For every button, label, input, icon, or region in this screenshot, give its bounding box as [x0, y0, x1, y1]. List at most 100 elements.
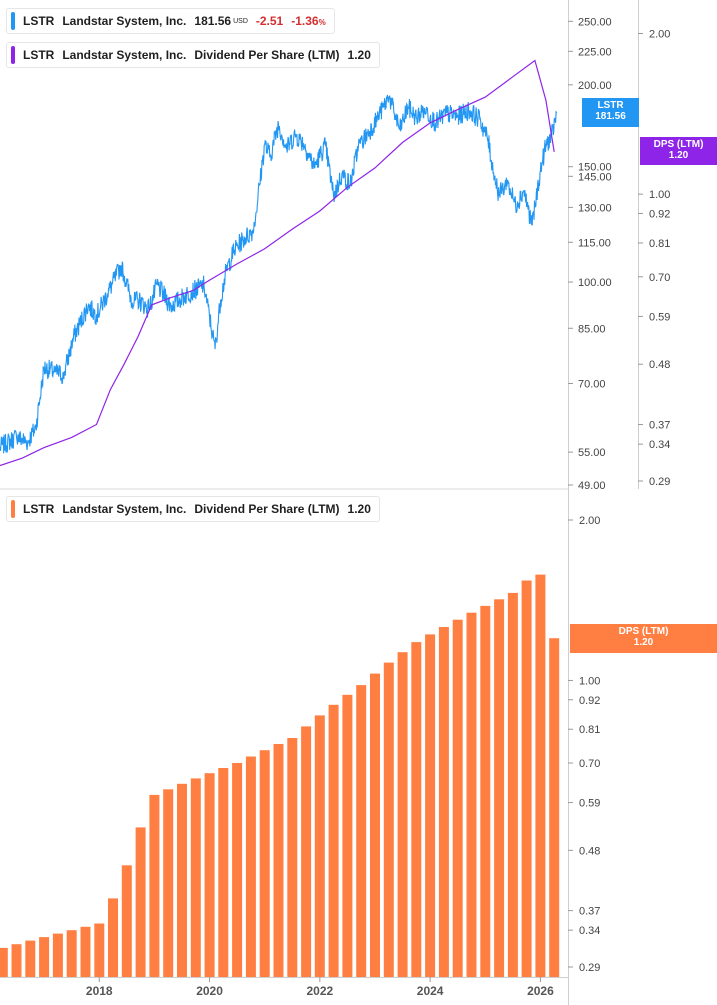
legend-price[interactable]: LSTR Landstar System, Inc. 181.56 USD -2… [6, 8, 335, 34]
dps-top-tick-label: 0.70 [649, 272, 670, 284]
dps-bar [301, 726, 312, 977]
dps-tag-bottom-label: DPS (LTM) [618, 626, 669, 637]
dps-bottom-tick-label: 0.92 [579, 695, 600, 707]
legend-dps-bottom-metric: Dividend Per Share (LTM) [194, 502, 340, 516]
dps-bar [204, 773, 215, 977]
dps-top-tick-label: 2.00 [649, 29, 670, 41]
dps-top-tick-label: 1.00 [649, 189, 670, 201]
dps-top-tick-label: 0.59 [649, 311, 670, 323]
dps-line [0, 59, 555, 467]
legend-price-change-pct: -1.36% [291, 14, 325, 28]
legend-dps-top[interactable]: LSTR Landstar System, Inc. Dividend Per … [6, 42, 380, 68]
dps-top-tick-label: 0.48 [649, 359, 670, 371]
dps-bar [370, 673, 380, 977]
dps-bar [80, 926, 91, 977]
legend-dps-top-company: Landstar System, Inc. [62, 48, 187, 62]
dps-bar [273, 744, 284, 977]
price-tick-label: 200.00 [578, 80, 612, 92]
dps-bar [507, 592, 518, 977]
legend-dps-bottom-ticker: LSTR [23, 502, 55, 516]
legend-dps-bottom-value: 1.20 [347, 502, 371, 516]
dps-bottom-tick-label: 0.81 [579, 724, 600, 736]
dps-top-tick-label: 0.34 [649, 439, 670, 451]
dps-pane: 2.00 1.00 0.92 0.81 0.70 0.59 0.48 0.37 0.34 0.29… [0, 489, 600, 1005]
dps-top-tick-label: 0.37 [649, 420, 670, 432]
price-tick-label: 145.00 [578, 171, 612, 183]
legend-price-swatch [11, 12, 15, 30]
dps-bar [149, 794, 160, 977]
dps-bar [190, 778, 201, 977]
dps-bottom-tick-label: 0.48 [579, 845, 600, 857]
dps-bar [342, 694, 353, 977]
legend-dps-bottom-swatch [11, 500, 15, 518]
dps-bar [25, 940, 36, 977]
dps-top-tick-label: 0.29 [649, 476, 670, 488]
legend-dps-top-ticker: LSTR [23, 48, 55, 62]
dps-top-tick-label: 0.81 [649, 238, 670, 250]
price-tick-label: 49.00 [578, 480, 606, 492]
dps-bar [121, 865, 132, 977]
dps-bar [66, 930, 77, 977]
dps-bar [108, 898, 118, 977]
dps-bottom-tick-label: 0.34 [579, 925, 600, 937]
dps-bottom-tick-label: 0.29 [579, 962, 600, 974]
dps-bar [177, 783, 187, 977]
dps-bar [287, 738, 298, 977]
dps-bar [259, 750, 270, 977]
price-tick-label: 115.00 [578, 237, 611, 249]
dps-tag-top: DPS (LTM) 1.20 [640, 137, 717, 165]
dps-bar [356, 685, 367, 977]
dps-bar [425, 634, 436, 977]
price-tag-value: 181.56 [595, 111, 626, 122]
dps-bar [328, 704, 339, 977]
dps-bar [245, 756, 256, 977]
dps-bar [480, 605, 491, 977]
dps-tag-bottom-value: 1.20 [633, 637, 654, 648]
price-tag: LSTR 181.56 [582, 98, 639, 127]
legend-dps-top-metric: Dividend Per Share (LTM) [194, 48, 340, 62]
dps-bar [466, 612, 477, 977]
dps-bar [39, 937, 50, 977]
price-tick-label: 250.00 [578, 16, 612, 28]
dps-bottom-tick-label: 0.59 [579, 798, 600, 810]
dps-bottom-tick-label: 0.37 [579, 906, 600, 918]
legend-price-value: 181.56 [194, 14, 232, 28]
price-line [0, 94, 557, 454]
dps-bar [383, 662, 394, 977]
dps-bar [521, 580, 532, 977]
dps-bar [0, 947, 8, 977]
legend-dps-bottom[interactable]: LSTR Landstar System, Inc. Dividend Per … [6, 496, 380, 522]
price-tick-label: 130.00 [578, 202, 612, 214]
legend-price-change: -2.51 [255, 14, 284, 28]
dps-bottom-tick-label: 0.70 [579, 758, 600, 770]
dps-bar [314, 715, 325, 977]
legend-price-ticker: LSTR [23, 14, 55, 28]
dps-bar [11, 944, 22, 977]
price-tick-label: 70.00 [578, 379, 606, 391]
legend-price-currency: USD [233, 17, 248, 25]
legend-dps-top-value: 1.20 [347, 48, 371, 62]
dps-bar [438, 627, 449, 977]
price-tag-ticker: LSTR [597, 100, 624, 111]
dps-bar [52, 933, 63, 977]
legend-price-pct-symbol: % [318, 18, 326, 27]
dps-tag-top-value: 1.20 [668, 150, 689, 161]
dps-bar [549, 638, 560, 977]
time-tick-label: 2020 [196, 984, 223, 998]
price-tick-label: 225.00 [578, 46, 612, 58]
dps-bottom-tick-label: 1.00 [579, 675, 600, 687]
price-tick-label: 100.00 [578, 277, 612, 289]
dps-bar [535, 574, 546, 977]
time-tick-label: 2024 [417, 984, 444, 998]
legend-dps-bottom-company: Landstar System, Inc. [62, 502, 187, 516]
dps-bar [163, 789, 174, 977]
dps-bar [135, 827, 146, 977]
price-tick-label: 85.00 [578, 323, 606, 335]
dps-bar [494, 599, 505, 977]
legend-price-change-pct-value: -1.36 [291, 14, 319, 28]
dps-bar [94, 923, 105, 977]
dps-tag-bottom: DPS (LTM) 1.20 [570, 624, 717, 653]
dps-tag-top-label: DPS (LTM) [653, 139, 704, 150]
